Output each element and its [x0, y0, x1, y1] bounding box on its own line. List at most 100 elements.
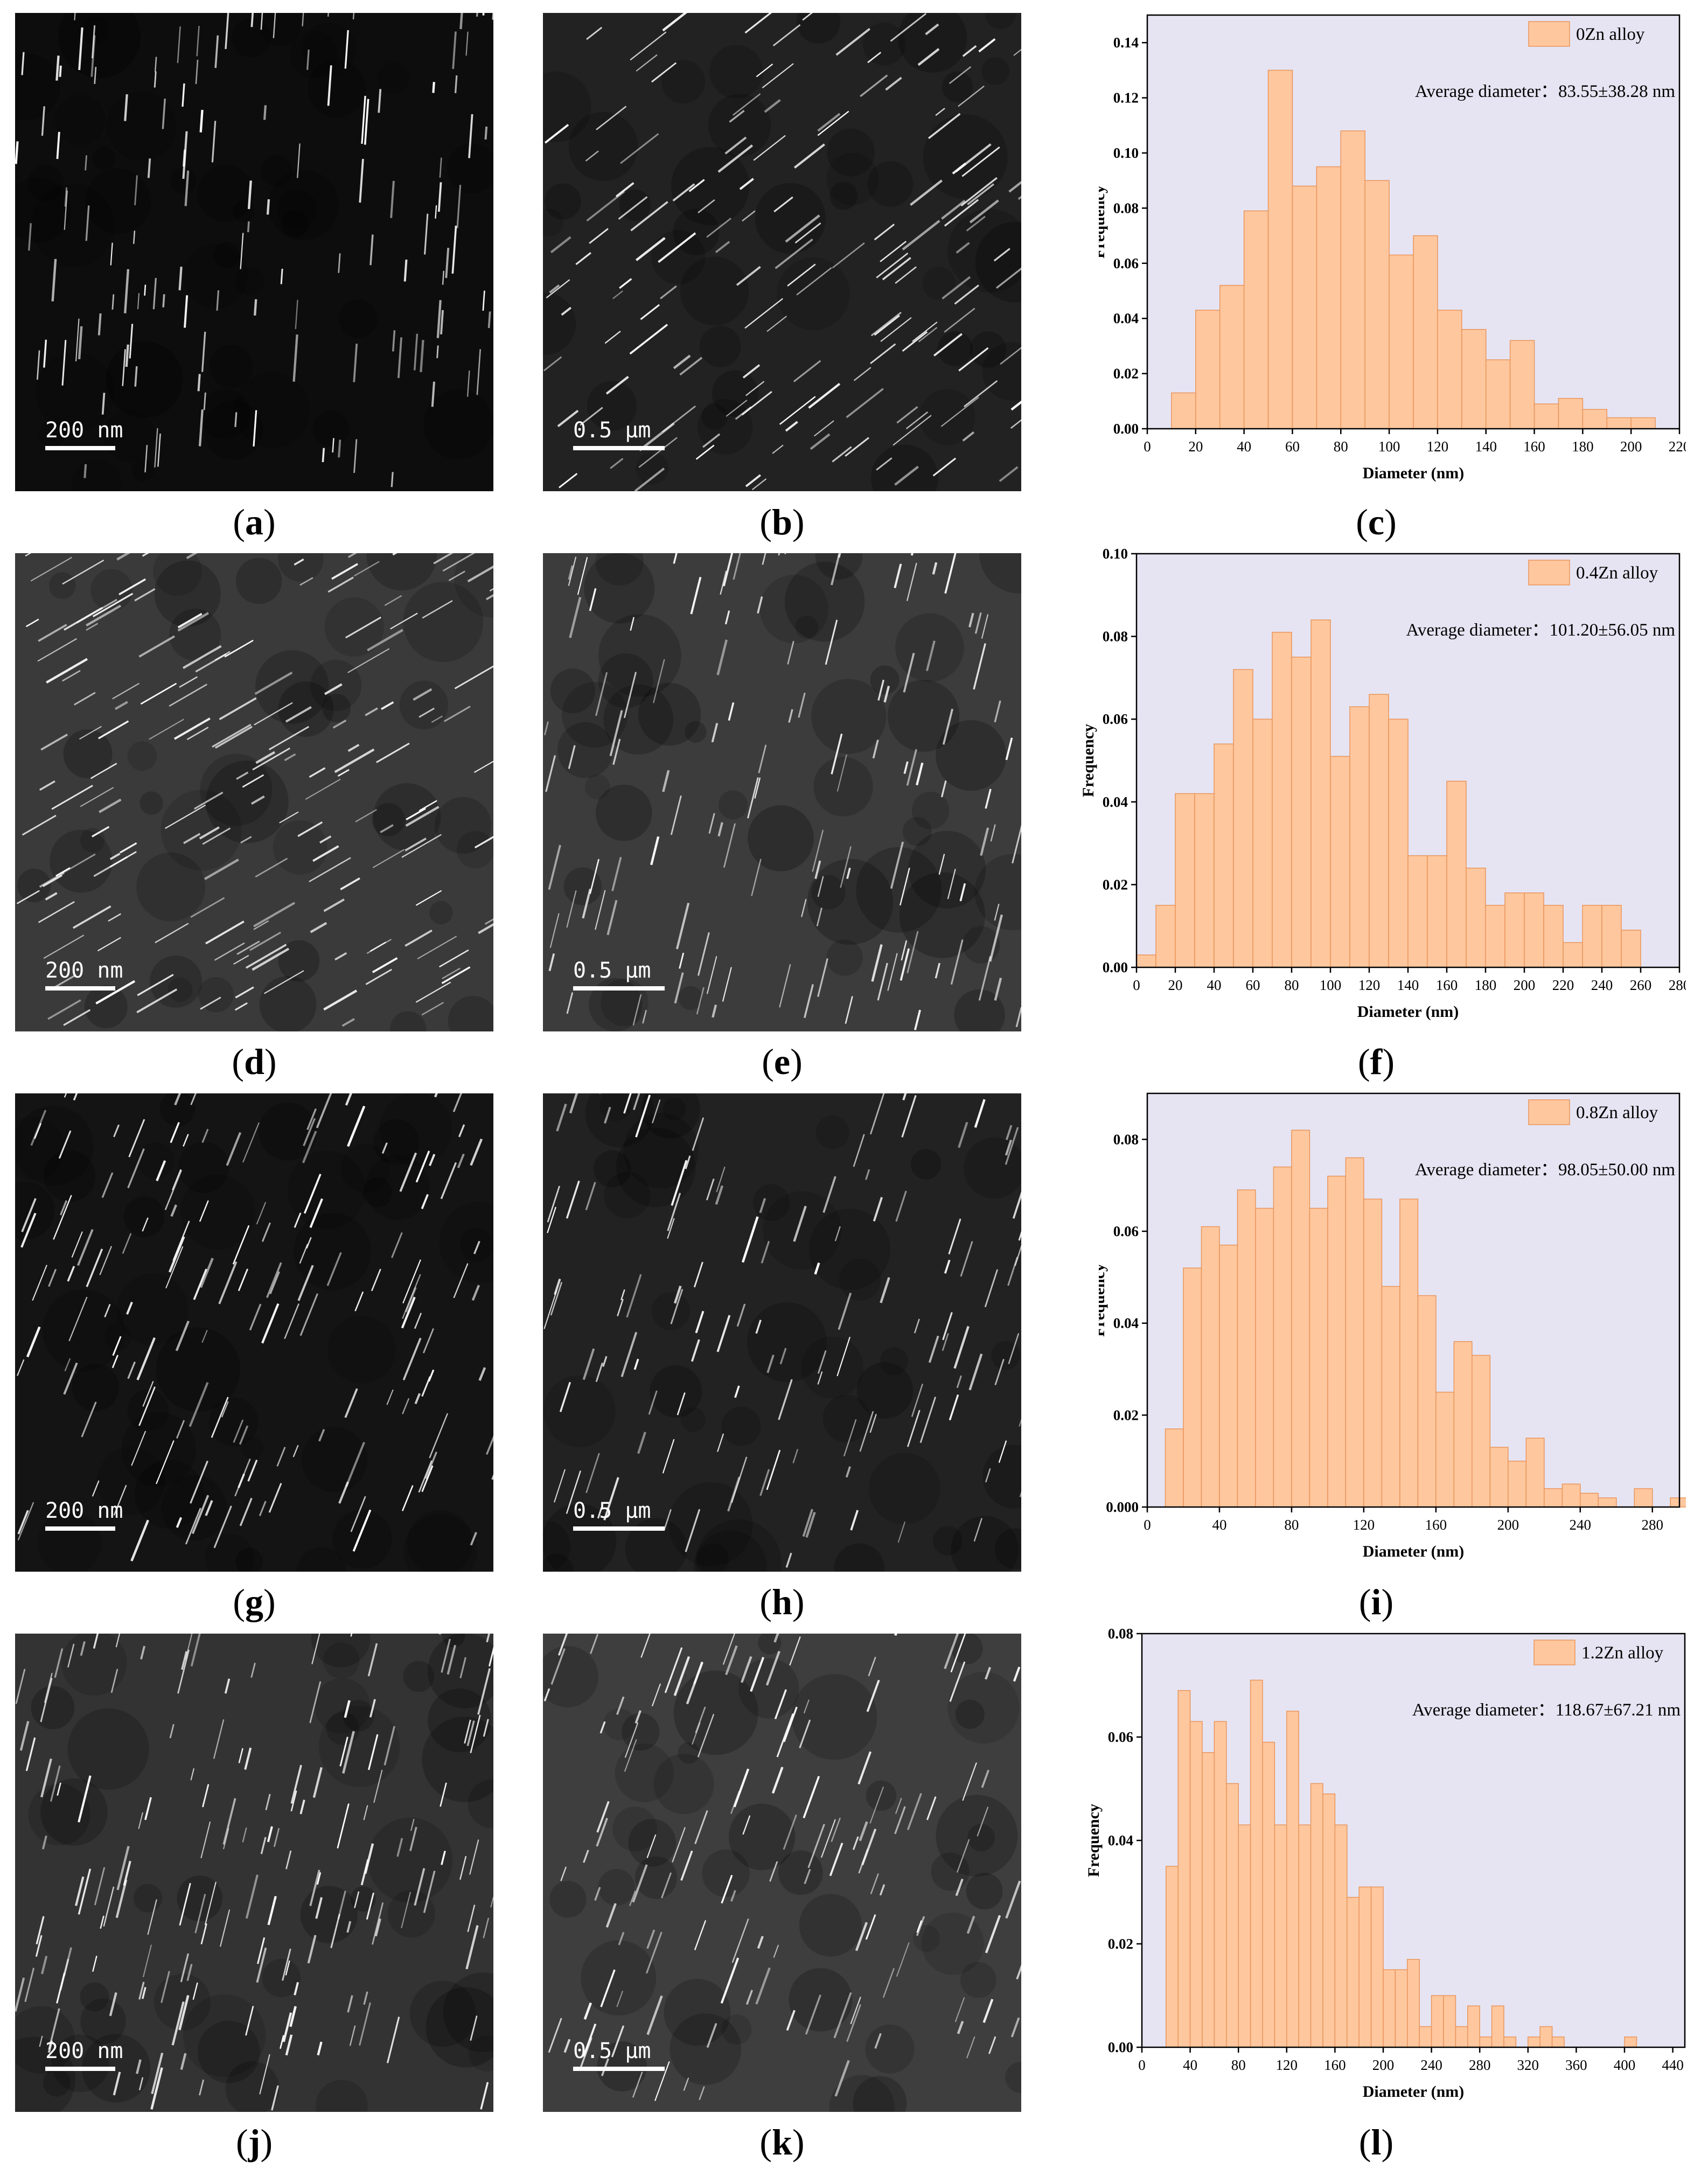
micrograph-streak — [115, 1634, 121, 1648]
micrograph-blotch — [209, 1397, 259, 1447]
histogram-bar — [1435, 1391, 1455, 1508]
micrograph-streak — [585, 150, 599, 162]
micrograph-streak — [399, 1152, 417, 1192]
micrograph-streak — [337, 769, 350, 777]
micrograph-streak — [787, 640, 794, 665]
micrograph-streak — [894, 563, 902, 589]
micrograph-streak — [306, 1237, 312, 1249]
micrograph-blotch — [584, 774, 610, 800]
micrograph-blotch — [429, 901, 453, 925]
histogram-bar — [1544, 1488, 1563, 1508]
micrograph-streak — [233, 1419, 244, 1443]
micrograph-streak — [104, 1303, 111, 1317]
micrograph-blotch — [898, 13, 967, 73]
micrograph-streak — [17, 1510, 29, 1535]
x-tick-label: 160 — [1324, 2057, 1346, 2073]
micrograph-streak — [708, 813, 715, 834]
micrograph-streak — [441, 966, 471, 985]
micrograph-streak — [491, 1474, 493, 1480]
micrograph-background — [15, 1634, 493, 2112]
micrograph-streak — [204, 859, 239, 881]
micrograph-blotch — [796, 13, 841, 44]
micrograph-streak — [925, 640, 936, 672]
y-tick-label: 0.02 — [1103, 876, 1128, 892]
micrograph-streak — [785, 1552, 792, 1568]
micrograph-blotch — [912, 1924, 940, 1952]
micrograph-streak — [285, 1850, 292, 1870]
micrograph-streak — [429, 1413, 449, 1459]
micrograph-blotch — [183, 1994, 266, 2077]
micrograph-streak — [482, 13, 485, 16]
micrograph-streak — [266, 1262, 282, 1298]
micrograph-streak — [79, 726, 102, 740]
micrograph-streak — [113, 1484, 127, 1516]
micrograph-streak — [261, 1222, 271, 1242]
micrograph-streak — [597, 1507, 603, 1519]
micrograph-streak — [820, 1819, 836, 1858]
micrograph-blotch — [813, 757, 873, 817]
histogram-bar — [1670, 1497, 1686, 1508]
micrograph-blotch — [799, 1894, 862, 1957]
micrograph-streak — [869, 1414, 877, 1433]
micrograph-blotch — [80, 1998, 126, 2045]
micrograph-streak — [685, 1509, 701, 1552]
micrograph-streak — [1005, 1880, 1021, 1919]
micrograph-streak — [850, 1997, 861, 2025]
micrograph-streak — [998, 1440, 1007, 1463]
micrograph-streak — [179, 1882, 191, 1926]
x-tick-label: 200 — [1372, 2057, 1395, 2073]
micrograph-streak — [134, 588, 156, 602]
histogram-bar — [1467, 2005, 1480, 2048]
micrograph-blotch — [808, 1209, 890, 1290]
micrograph-blotch — [67, 1708, 149, 1790]
micrograph-blotch — [718, 790, 748, 820]
micrograph-blotch — [839, 1259, 881, 1301]
micrograph-streak — [45, 892, 58, 901]
micrograph-streak — [769, 1861, 778, 1882]
micrograph-streak — [256, 1947, 267, 1983]
micrograph-streak — [672, 1827, 686, 1863]
micrograph-blotch — [543, 1520, 570, 1572]
micrograph-streak — [868, 1656, 876, 1677]
micrograph-streak — [621, 1289, 625, 1300]
micrograph-streak — [690, 576, 702, 615]
micrograph-streak — [974, 1099, 986, 1128]
micrograph-blotch — [390, 1011, 427, 1031]
micrograph-blotch — [106, 91, 177, 161]
micrograph-streak — [605, 1903, 617, 1928]
micrograph-streak — [39, 780, 55, 791]
y-tick-label: 0.02 — [1113, 1407, 1139, 1423]
micrograph-streak — [1013, 48, 1021, 56]
micrograph-blotch — [362, 1177, 393, 1208]
micrograph-streak — [40, 1956, 48, 1975]
micrograph-streak — [831, 554, 841, 585]
micrograph-blotch — [994, 1528, 1021, 1570]
micrograph-blotch — [595, 784, 652, 841]
micrograph-streak — [173, 717, 211, 740]
micrograph-streak — [178, 267, 183, 291]
micrograph-streak — [402, 1259, 421, 1304]
micrograph-streak — [974, 612, 982, 634]
micrograph-streak — [595, 672, 608, 716]
micrograph-streak — [683, 2077, 689, 2091]
micrograph-streak — [409, 1826, 417, 1851]
average-diameter-annotation: Average diameter：98.05±50.00 nm — [1415, 1160, 1675, 1180]
micrograph-streak — [190, 1634, 201, 1667]
micrograph-streak — [589, 859, 599, 894]
micrograph-streak — [853, 367, 872, 381]
micrograph-streak — [386, 1389, 394, 1405]
y-tick-label: 0.08 — [1113, 1131, 1139, 1147]
micrograph-streak — [43, 934, 85, 959]
micrograph-blotch — [48, 572, 76, 599]
micrograph-streak — [344, 1700, 351, 1718]
micrograph-streak — [199, 826, 220, 840]
average-diameter-annotation: Average diameter：83.55±38.28 nm — [1415, 82, 1675, 101]
micrograph-streak — [994, 1358, 1005, 1385]
micrograph-streak — [50, 1765, 61, 1802]
micrograph-blotch — [273, 820, 327, 875]
micrograph-streak — [303, 1174, 322, 1214]
histogram-bar — [1431, 1995, 1444, 2048]
micrograph-blotch — [234, 372, 310, 449]
micrograph-streak — [623, 672, 637, 719]
micrograph-streak — [186, 727, 209, 741]
